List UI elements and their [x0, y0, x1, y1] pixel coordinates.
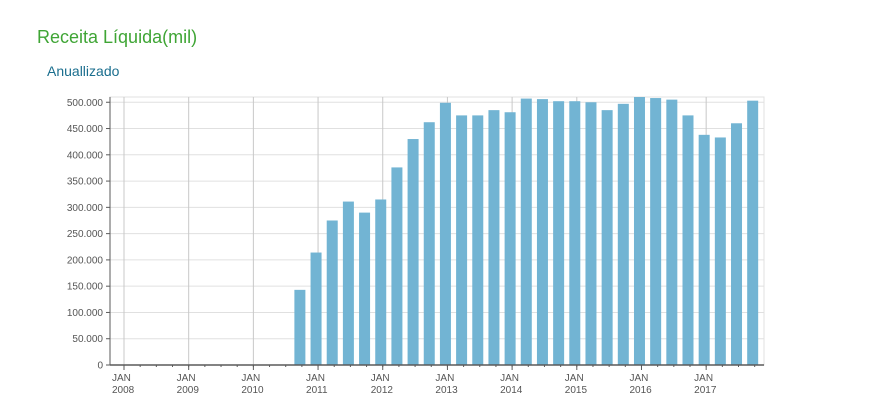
bar [731, 123, 743, 366]
x-tick-label-month: JAN [306, 373, 325, 384]
bar [310, 252, 322, 365]
x-tick-label-month: JAN [629, 373, 648, 384]
x-tick-label-month: JAN [371, 373, 390, 384]
y-tick-label: 200.000 [67, 255, 104, 266]
bar [747, 100, 759, 365]
y-tick-label: 500.000 [67, 98, 104, 109]
bar [342, 201, 354, 365]
y-tick-label: 300.000 [67, 203, 104, 214]
bar [698, 134, 710, 365]
bar [682, 115, 694, 366]
y-axis-ticks: 0 50.000 100.000 150.000 200.000 250.000 300.0… [67, 98, 110, 372]
bar [488, 110, 500, 365]
x-tick-label-year: 2017 [694, 385, 717, 396]
bar [391, 167, 403, 365]
bar [423, 122, 435, 365]
x-tick-label-year: 2009 [177, 385, 200, 396]
y-tick-label: 250.000 [67, 229, 104, 240]
x-tick-label-year: 2010 [241, 385, 264, 396]
x-tick-label-year: 2015 [565, 385, 588, 396]
x-axis-ticks: JAN2008JAN2009JAN2010JAN2011JAN2012JAN20… [112, 365, 717, 396]
bar [294, 289, 306, 365]
bar [504, 112, 516, 365]
bar [617, 103, 629, 366]
chart-subtitle: Anuallizado [47, 63, 120, 79]
x-tick-label-month: JAN [112, 373, 131, 384]
bar [407, 139, 419, 365]
x-tick-label-month: JAN [435, 373, 454, 384]
x-tick-label-year: 2016 [629, 385, 652, 396]
x-tick-label-year: 2011 [306, 385, 328, 396]
bar [520, 98, 532, 365]
bar [601, 110, 613, 365]
bar [650, 98, 662, 366]
x-tick-label-year: 2012 [371, 385, 394, 396]
x-tick-label-year: 2014 [500, 385, 523, 396]
y-tick-label: 450.000 [67, 124, 104, 135]
grid-lines [109, 96, 765, 366]
x-tick-label-month: JAN [565, 373, 584, 384]
bar [359, 212, 371, 365]
bar [666, 99, 678, 366]
bar [714, 137, 726, 365]
bar [633, 97, 645, 365]
x-tick-label-month: JAN [177, 373, 196, 384]
chart-title: Receita Líquida(mil) [37, 27, 198, 47]
x-tick-label-month: JAN [241, 373, 260, 384]
plot-frame [109, 96, 765, 366]
axes [109, 97, 764, 367]
x-tick-label-year: 2008 [112, 385, 135, 396]
bar [585, 102, 597, 365]
bar [439, 102, 451, 365]
bar [553, 101, 565, 365]
bar [536, 99, 548, 365]
bar [456, 115, 468, 366]
x-tick-label-month: JAN [694, 373, 713, 384]
y-tick-label: 50.000 [72, 334, 103, 345]
y-tick-label: 150.000 [67, 282, 104, 293]
y-tick-label: 400.000 [67, 150, 104, 161]
bar-series [294, 97, 759, 366]
x-tick-label-month: JAN [500, 373, 519, 384]
bar [569, 101, 581, 365]
bar [326, 220, 338, 365]
bar [375, 199, 387, 365]
y-tick-label: 0 [97, 361, 103, 372]
x-tick-label-year: 2013 [435, 385, 458, 396]
y-tick-label: 100.000 [67, 308, 104, 319]
bar [472, 115, 484, 366]
y-tick-label: 350.000 [67, 177, 104, 188]
